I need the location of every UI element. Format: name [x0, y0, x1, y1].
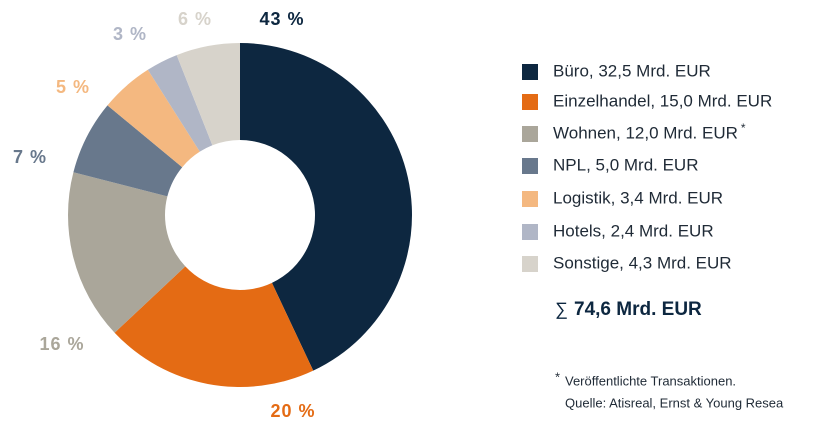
slice — [67, 172, 186, 333]
legend-swatch — [522, 64, 538, 80]
legend-marker: * — [741, 121, 746, 135]
value-label: 20 % — [270, 401, 315, 421]
legend-label: Hotels, 2,4 Mrd. EUR — [553, 221, 714, 240]
slice — [147, 55, 213, 152]
legend-label: NPL, 5,0 Mrd. EUR — [553, 155, 699, 174]
value-label: 43 % — [259, 9, 304, 29]
value-label: 6 % — [178, 9, 212, 29]
legend-swatch — [522, 191, 538, 207]
value-label: 16 % — [39, 334, 84, 354]
legend-swatch — [522, 224, 538, 240]
footnote-line: Quelle: Atisreal, Ernst & Young Resea — [565, 395, 784, 410]
slice — [114, 266, 314, 387]
slice — [176, 43, 240, 146]
legend-swatch — [522, 158, 538, 174]
value-label: 3 % — [113, 24, 147, 44]
legend-label: Wohnen, 12,0 Mrd. EUR — [553, 123, 738, 142]
value-label: 5 % — [56, 77, 90, 97]
footnote-line: Veröffentlichte Transaktionen. — [565, 373, 736, 388]
legend-label: Einzelhandel, 15,0 Mrd. EUR — [553, 91, 772, 110]
legend-swatch — [522, 94, 538, 110]
value-label: 7 % — [13, 147, 47, 167]
legend-swatch — [522, 256, 538, 272]
total-symbol: ∑ — [555, 299, 568, 319]
legend-label: Büro, 32,5 Mrd. EUR — [553, 61, 711, 80]
legend-label: Sonstige, 4,3 Mrd. EUR — [553, 253, 732, 272]
legend-swatch — [522, 126, 538, 142]
total-text: 74,6 Mrd. EUR — [574, 299, 702, 320]
slice — [107, 69, 200, 168]
slice — [73, 105, 183, 197]
footnote-marker: * — [555, 369, 560, 384]
legend-label: Logistik, 3,4 Mrd. EUR — [553, 188, 723, 207]
slice — [240, 43, 412, 371]
